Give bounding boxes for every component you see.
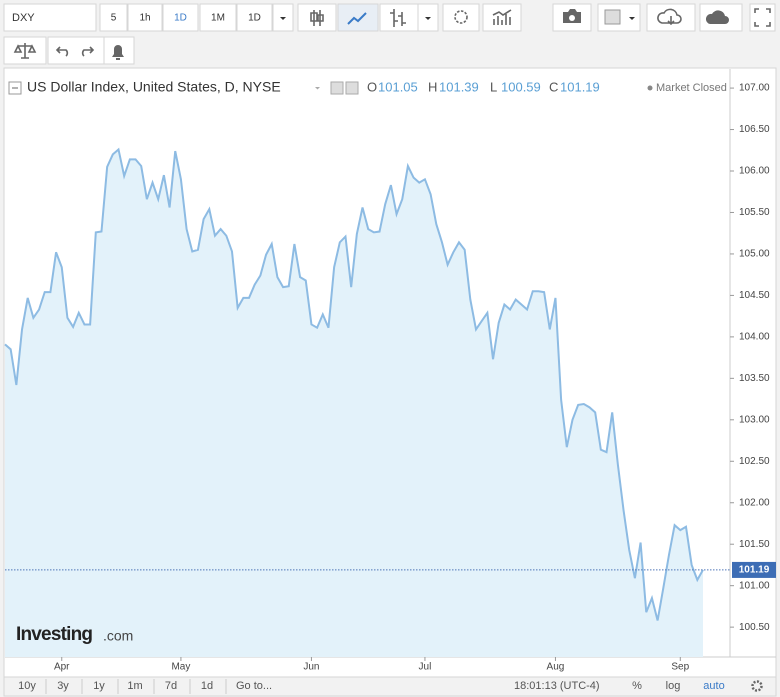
y-tick-label: 105.50 [739, 207, 770, 218]
dropdown-arrow [425, 17, 431, 20]
interval-button[interactable] [127, 3, 163, 32]
chart-title: US Dollar Index, United States, D, NYSE [27, 79, 281, 95]
dropdown-arrow [280, 17, 286, 20]
settings-button[interactable] [442, 3, 480, 32]
area-button[interactable] [337, 3, 379, 32]
x-tick-label: Jul [419, 662, 432, 673]
ohlc-key: H [428, 79, 437, 94]
x-tick-label: May [171, 662, 190, 673]
ohlc-value: 100.59 [501, 79, 541, 94]
bottom-settings-icon[interactable] [751, 680, 763, 692]
compare-icon [13, 43, 37, 59]
watermark-suffix: .com [103, 628, 133, 644]
status-dot [647, 85, 653, 91]
range-button[interactable]: 7d [165, 680, 177, 692]
range-button[interactable]: 10y [18, 680, 36, 692]
bars-icon [390, 9, 406, 27]
interval-button[interactable] [236, 3, 273, 32]
ohlc-key: O [367, 79, 377, 94]
y-tick-label: 101.00 [739, 580, 770, 591]
range-button[interactable]: 3y [57, 680, 69, 692]
x-tick-label: Apr [54, 662, 70, 673]
cloud-upload-icon [705, 10, 729, 24]
line [4, 147, 704, 621]
interval-label: 1D [248, 13, 261, 24]
bars-button[interactable] [379, 3, 419, 32]
range-button[interactable]: 1m [127, 680, 142, 692]
x-tick-label: Aug [547, 662, 565, 673]
market-status: Market Closed [656, 82, 727, 94]
cloud-download-icon [657, 8, 682, 26]
y-tick-label: 107.00 [739, 83, 770, 94]
y-tick-label: 102.00 [739, 497, 770, 508]
interval-label: 5 [111, 13, 117, 24]
y-tick-label: 103.50 [739, 373, 770, 384]
interval-button[interactable] [99, 3, 128, 32]
bottom-bar [3, 676, 777, 697]
color-swatch [604, 9, 621, 25]
candles-icon [310, 10, 324, 26]
y-tick-label: 104.50 [739, 290, 770, 301]
ohlc-value: 101.39 [439, 79, 479, 94]
y-tick-label: 100.50 [739, 622, 770, 633]
y-tick-label: 106.50 [739, 124, 770, 135]
y-tick-label: 104.00 [739, 332, 770, 343]
dropdown-arrow [629, 17, 635, 20]
x-tick-label: Jun [303, 662, 319, 673]
fullscreen-button[interactable] [749, 3, 776, 32]
symbol-input[interactable] [3, 3, 97, 32]
area [5, 149, 703, 657]
close-mini[interactable] [345, 81, 359, 95]
scale-option[interactable]: % [632, 680, 642, 692]
last-price-box [732, 561, 776, 578]
ohlc-key: L [490, 79, 497, 94]
indicators-icon [492, 9, 512, 25]
last-price-label: 101.19 [739, 565, 770, 576]
interval-button[interactable] [199, 3, 237, 32]
interval-label: 1h [139, 13, 150, 24]
y-tick-label: 101.50 [739, 539, 770, 550]
clock: 18:01:13 (UTC-4) [514, 680, 600, 692]
y-tick-label: 102.50 [739, 456, 770, 467]
ohlc-value: 101.05 [378, 79, 418, 94]
settings-icon [454, 10, 468, 24]
range-button[interactable]: 1y [93, 680, 105, 692]
ohlc-key: C [549, 79, 558, 94]
alert-icon [112, 45, 124, 60]
compare-button[interactable] [3, 36, 47, 65]
area-icon [347, 12, 367, 25]
scale-option[interactable]: log [666, 680, 681, 692]
indicators-button[interactable] [482, 3, 522, 32]
symbol: DXY [12, 12, 35, 24]
watermark-brand: Investing [16, 624, 92, 645]
fullscreen-icon [754, 8, 771, 27]
y-tick-label: 106.00 [739, 166, 770, 177]
goto-button[interactable]: Go to... [236, 680, 272, 692]
ohlc-value: 101.19 [560, 79, 600, 94]
interval-button[interactable] [162, 3, 199, 32]
camera-lens [569, 15, 575, 21]
y-tick-label: 103.00 [739, 414, 770, 425]
range-button[interactable]: 1d [201, 680, 213, 692]
scale-option[interactable]: auto [703, 680, 724, 692]
dropdown-arrow [315, 87, 320, 90]
y-tick-label: 105.00 [739, 249, 770, 260]
x-tick-label: Sep [671, 662, 689, 673]
interval-label: 1D [174, 13, 187, 24]
settings-mini[interactable] [330, 81, 344, 95]
undo-redo-icon [55, 46, 95, 57]
interval-label: 1M [211, 13, 225, 24]
